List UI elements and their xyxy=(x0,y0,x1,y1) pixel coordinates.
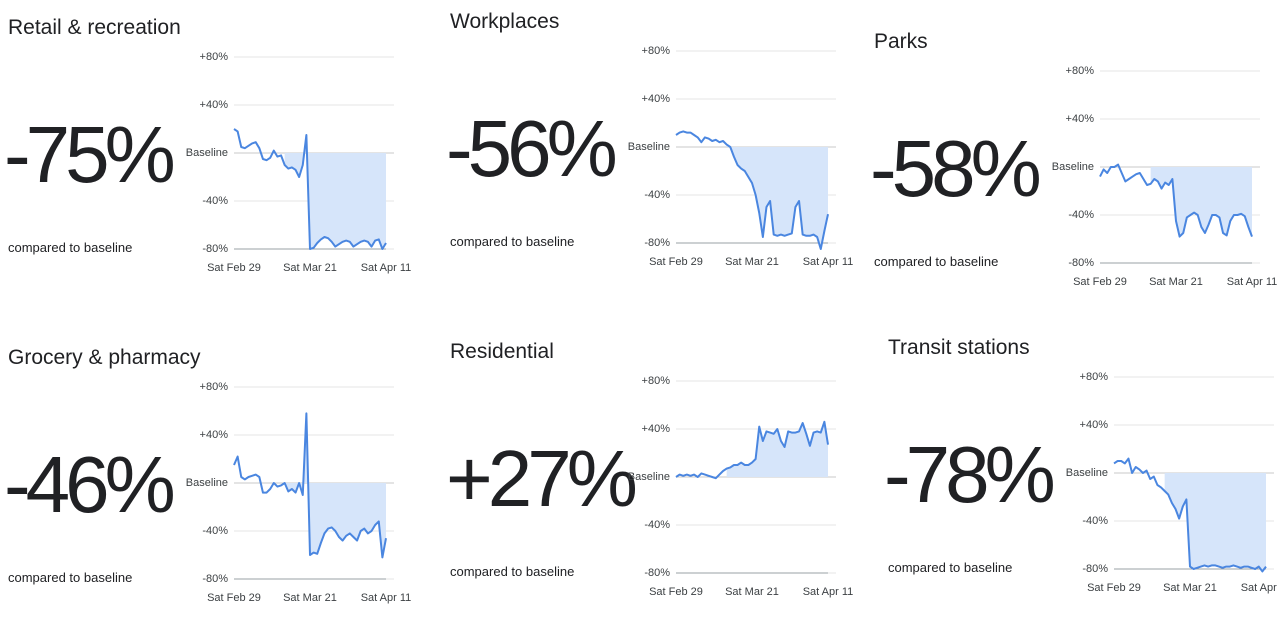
y-tick-label: +80% xyxy=(1066,65,1095,77)
y-tick-label: +80% xyxy=(642,45,671,57)
trend-line xyxy=(675,130,829,250)
baseline-note: compared to baseline xyxy=(450,564,574,579)
x-tick-label: Sat Feb 29 xyxy=(207,262,261,274)
y-tick-label: +40% xyxy=(1066,113,1095,125)
panel-title: Workplaces xyxy=(450,10,559,33)
y-tick-label: +80% xyxy=(200,381,229,393)
y-tick-label: Baseline xyxy=(628,471,670,483)
x-tick-label: Sat Apr 11 xyxy=(803,586,854,598)
x-tick-label: Sat Mar 21 xyxy=(725,586,779,598)
y-tick-label: +40% xyxy=(1080,419,1109,431)
x-tick-label: Sat Feb 29 xyxy=(1073,276,1127,288)
y-tick-label: -40% xyxy=(644,519,670,531)
y-tick-label: -40% xyxy=(202,195,228,207)
headline-value: -78% xyxy=(884,430,1054,519)
baseline-note: compared to baseline xyxy=(874,254,998,269)
panel-title: Transit stations xyxy=(888,336,1030,359)
panel: Workplaces -56% compared to baseline +80% +4… xyxy=(446,10,853,268)
headline-value: -75% xyxy=(4,110,174,199)
y-tick-label: +40% xyxy=(642,423,671,435)
baseline-area xyxy=(726,144,828,249)
y-tick-label: -40% xyxy=(1082,515,1108,527)
y-tick-label: Baseline xyxy=(186,477,228,489)
x-tick-label: Sat Mar 21 xyxy=(283,262,337,274)
x-tick-label: Sat Feb 29 xyxy=(207,592,261,604)
headline-value: -58% xyxy=(870,124,1040,213)
baseline-area xyxy=(284,135,386,249)
headline-value: -56% xyxy=(446,104,616,193)
y-tick-label: -80% xyxy=(644,567,670,579)
y-tick-label: Baseline xyxy=(186,147,228,159)
y-tick-label: Baseline xyxy=(1066,467,1108,479)
panel: Grocery & pharmacy -46% compared to baseli… xyxy=(4,346,411,604)
y-tick-label: -80% xyxy=(1082,563,1108,575)
y-tick-label: +80% xyxy=(1080,371,1109,383)
baseline-note: compared to baseline xyxy=(8,570,132,585)
y-tick-label: +80% xyxy=(200,51,229,63)
x-tick-label: Sat Mar 21 xyxy=(725,256,779,268)
y-tick-label: -80% xyxy=(644,237,670,249)
baseline-note: compared to baseline xyxy=(8,240,132,255)
x-tick-label: Sat Feb 29 xyxy=(649,256,703,268)
trend-line xyxy=(233,412,387,559)
panel: Parks -58% compared to baseline +80% +40% Bas… xyxy=(870,30,1277,288)
baseline-note: compared to baseline xyxy=(450,234,574,249)
baseline-note: compared to baseline xyxy=(888,560,1012,575)
panel-title: Retail & recreation xyxy=(8,16,181,39)
trend-line xyxy=(233,128,387,250)
panel: Transit stations -78% compared to baseline… xyxy=(884,336,1280,594)
trend-line xyxy=(1113,457,1267,573)
x-tick-label: Sat Apr 11 xyxy=(1241,582,1280,594)
y-tick-label: -80% xyxy=(1068,257,1094,269)
y-tick-label: +40% xyxy=(200,99,229,111)
headline-value: +27% xyxy=(446,434,636,523)
y-tick-label: -80% xyxy=(202,243,228,255)
trend-line xyxy=(675,420,829,480)
panel: Retail & recreation -75% compared to basel… xyxy=(4,16,411,274)
x-tick-label: Sat Apr 11 xyxy=(361,262,412,274)
baseline-area xyxy=(1164,473,1266,572)
y-tick-label: -80% xyxy=(202,573,228,585)
y-tick-label: -40% xyxy=(202,525,228,537)
x-tick-label: Sat Apr 11 xyxy=(361,592,412,604)
x-tick-label: Sat Apr 11 xyxy=(803,256,854,268)
y-tick-label: +40% xyxy=(642,93,671,105)
y-tick-label: +80% xyxy=(642,375,671,387)
y-tick-label: Baseline xyxy=(628,141,670,153)
y-tick-label: -40% xyxy=(1068,209,1094,221)
y-tick-label: +40% xyxy=(200,429,229,441)
x-tick-label: Sat Feb 29 xyxy=(649,586,703,598)
headline-value: -46% xyxy=(4,440,174,529)
x-tick-label: Sat Mar 21 xyxy=(1149,276,1203,288)
panel-title: Residential xyxy=(450,340,554,363)
panel-title: Parks xyxy=(874,30,928,53)
y-tick-label: Baseline xyxy=(1052,161,1094,173)
y-tick-label: -40% xyxy=(644,189,670,201)
x-tick-label: Sat Feb 29 xyxy=(1087,582,1141,594)
x-tick-label: Sat Mar 21 xyxy=(1163,582,1217,594)
x-tick-label: Sat Mar 21 xyxy=(283,592,337,604)
panel: Residential +27% compared to baseline +80% +… xyxy=(446,340,853,598)
panel-title: Grocery & pharmacy xyxy=(8,346,201,369)
x-tick-label: Sat Apr 11 xyxy=(1227,276,1278,288)
trend-line xyxy=(1099,163,1253,238)
